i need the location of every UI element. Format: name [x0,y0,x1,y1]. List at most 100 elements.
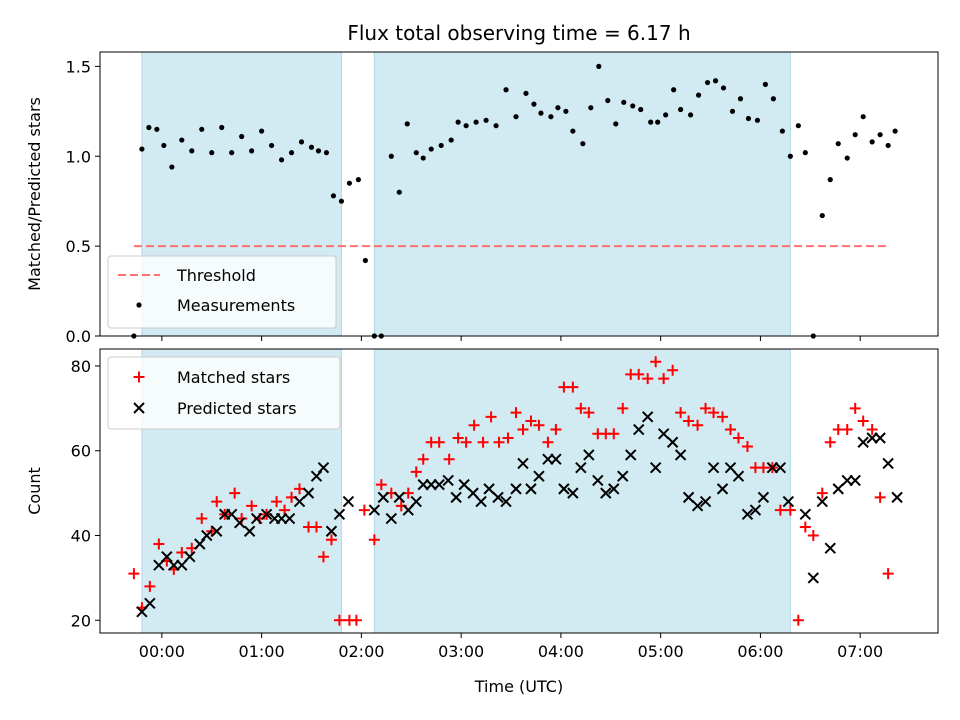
measurement-point [362,257,368,264]
measurement-point [596,63,602,69]
measurement-point [338,198,345,204]
matched-star-point [368,534,380,546]
matched-star-point [468,419,480,431]
predicted-star-point [144,597,156,610]
measurement-point [278,157,285,163]
predicted-star-point [824,542,836,554]
measurement-point [259,128,265,134]
predicted-star-point [211,525,223,537]
matched-star-point [724,424,736,436]
measurement-point [704,79,711,86]
measurement-point [745,115,752,122]
measurement-point [621,99,627,105]
predicted-star-point [458,478,470,491]
matched-star-point [675,407,687,419]
predicted-star-point [583,449,595,461]
predicted-star-point [283,512,296,525]
predicted-star-point [666,436,679,448]
measurement-point [580,141,586,147]
matched-star-point [333,614,345,626]
predicted-star-point [575,461,587,474]
measurement-point [555,105,561,111]
predicted-star-point [608,483,620,495]
matched-star-point [866,424,878,436]
measurement-point [388,153,394,159]
predicted-star-point [891,491,903,504]
matched-star-point [271,496,283,508]
measurement-point [754,117,761,123]
measurement-point [712,78,719,84]
x-tick-label: 04:00 [538,642,584,661]
predicted-star-point [649,461,662,474]
measurement-point [779,128,785,134]
measurement-point [199,126,205,132]
matched-star-point [550,424,562,436]
measurement-point [355,177,361,183]
matched-star-point [608,428,620,440]
measurement-point [315,148,322,154]
matched-star-point [857,415,869,427]
predicted-star-point [533,470,545,482]
measurement-point [268,142,275,149]
predicted-star-point [201,529,213,542]
predicted-star-point [517,457,529,470]
legend-matched-label: Matched stars [177,368,290,387]
predicted-star-point [774,461,787,474]
measurement-point [548,114,554,120]
observing-intervals-top [141,51,791,337]
matched-star-point [700,402,712,414]
measurement-point [860,114,866,120]
predicted-star-point [832,483,844,495]
matched-star-point [211,496,223,508]
matched-star-point [683,415,695,427]
predicted-star-point [567,487,579,499]
legend-measurement-label: Measurements [177,296,295,315]
matched-star-point [325,534,337,546]
matched-star-point [236,513,248,525]
y-tick-label: 60 [71,442,91,461]
measurement-points [131,63,898,339]
legend-measurement-swatch [136,302,142,308]
matched-star-point [784,504,796,516]
y-tick-label: 0.5 [66,237,91,256]
matched-star-point [792,614,804,626]
predicted-star-point [410,495,422,508]
measurement-point [229,150,235,156]
x-tick-label: 00:00 [139,642,185,661]
matched-star-point [882,568,894,580]
predicted-star-point [450,491,462,504]
measurement-point [396,189,402,195]
measurement-point [605,97,611,104]
measurement-point [762,81,769,87]
measurement-point [638,106,644,113]
measurement-point [298,139,305,145]
matched-star-point [824,436,836,448]
predicted-star-point [732,470,745,482]
measurement-point [630,103,636,109]
matched-star-point [350,614,362,626]
measurement-point [770,96,776,102]
matched-star-point [477,436,489,448]
matched-star-point [849,402,861,414]
x-tick-label: 03:00 [438,642,484,661]
predicted-star-point [250,512,263,525]
measurement-point [139,146,145,152]
measurement-point [455,119,461,125]
matched-star-point [525,415,537,427]
measurement-point [802,150,808,156]
observing-interval-2 [373,348,791,634]
measurement-point [819,212,825,219]
measurement-point [885,142,891,149]
chart-title: Flux total observing time = 6.17 h [347,21,690,45]
measurement-point [538,110,544,116]
matched-star-point [874,491,886,503]
bottom-x-ticks: 00:00 01:00 02:00 03:00 04:00 05:00 06:00 07:00 [139,633,883,661]
ratio-panel: 0.0 0.5 1.0 1.5 Matched/Predicted stars Thr… [25,51,939,346]
measurement-point [288,150,295,156]
matched-star-point [799,521,811,533]
measurement-point [438,142,444,149]
y-tick-label: 80 [71,357,91,376]
measurement-point [404,121,410,127]
legend-threshold-label: Threshold [176,266,256,285]
